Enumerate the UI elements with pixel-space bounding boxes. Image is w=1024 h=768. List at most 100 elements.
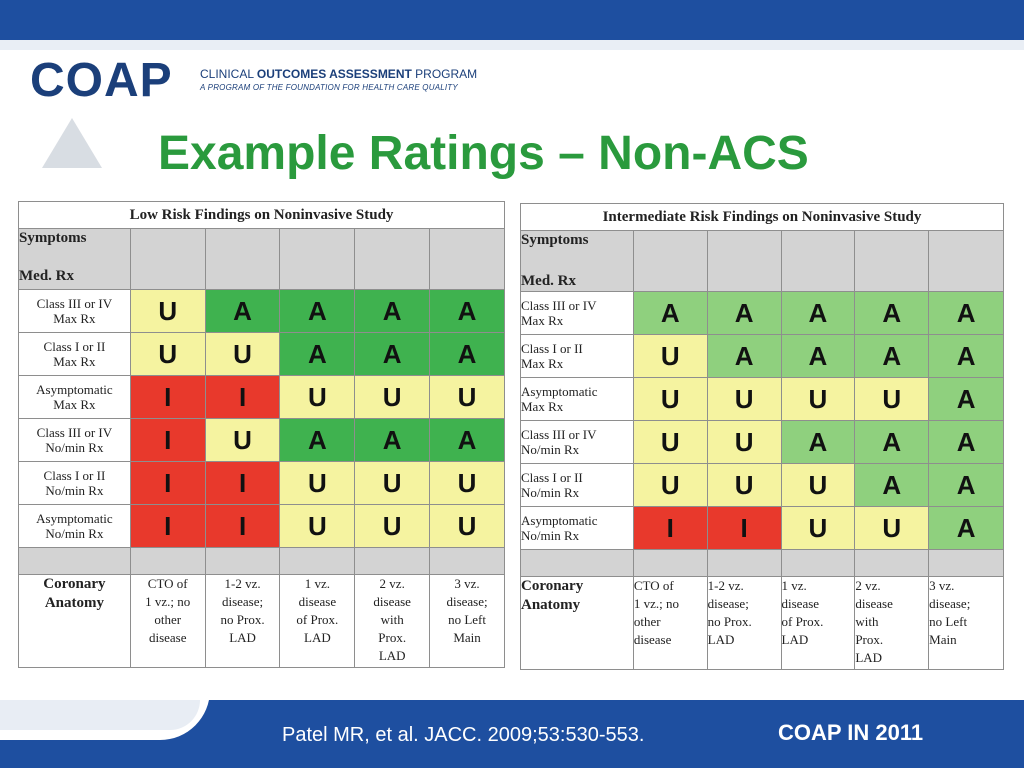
rating-cell: U	[279, 461, 356, 505]
anatomy-cell: CTO of 1 vz.; no other disease	[129, 574, 206, 668]
table-row: Class III or IV No/min Rx U U A A A	[520, 420, 1004, 464]
rating-cell: A	[928, 463, 1004, 507]
spacer-cell	[354, 547, 431, 575]
row-label-line: Class III or IV	[36, 296, 113, 311]
anatomy-line: with	[380, 612, 404, 627]
row-label-line: Class III or IV	[521, 298, 597, 313]
anatomy-line: 3 vz.	[454, 576, 480, 591]
header-blank-cell	[354, 228, 431, 290]
symptoms-medrx-header: Symptoms Med. Rx	[520, 230, 634, 292]
symptoms-label: Symptoms	[19, 230, 87, 246]
rating-cell: U	[780, 377, 856, 421]
rating-cell: A	[928, 334, 1004, 378]
anatomy-line: Prox.	[855, 632, 884, 647]
rating-cell: U	[354, 375, 431, 419]
rating-cell: A	[928, 377, 1004, 421]
anatomy-line: disease	[298, 594, 337, 609]
rating-cell: A	[928, 506, 1004, 550]
rating-cell: A	[706, 291, 782, 335]
anatomy-line: Prox.	[378, 630, 407, 645]
rating-cell: U	[706, 420, 782, 464]
anatomy-line: 1 vz.	[304, 576, 331, 591]
anatomy-line: 2 vz.	[855, 578, 881, 593]
rating-cell: A	[354, 332, 431, 376]
footer-curve-highlight	[0, 700, 200, 730]
header-blank-cell	[279, 228, 356, 290]
anatomy-line: disease	[781, 596, 820, 611]
anatomy-line: 2 vz.	[379, 576, 405, 591]
row-label: Class III or IV Max Rx	[18, 289, 131, 333]
rating-cell: A	[354, 289, 431, 333]
anatomy-cell: 2 vz. disease with Prox. LAD	[354, 574, 431, 668]
header-blank-cell	[429, 228, 505, 290]
rating-cell: U	[706, 377, 782, 421]
row-label: Class I or II No/min Rx	[18, 461, 131, 505]
row-label-line: Max Rx	[521, 313, 564, 328]
anatomy-cell: 3 vz. disease; no Left Main	[928, 576, 1004, 670]
header-blank-cell	[706, 230, 782, 292]
anatomy-line: disease;	[929, 596, 971, 611]
rating-cell: U	[204, 418, 281, 462]
anatomy-line: disease	[373, 594, 411, 609]
anatomy-line: disease	[633, 632, 672, 647]
table-heading: Low Risk Findings on Noninvasive Study	[18, 201, 505, 229]
rating-cell: I	[204, 461, 281, 505]
rating-cell: A	[780, 334, 856, 378]
table-row: Class III or IV Max Rx A A A A A	[520, 291, 1004, 335]
anatomy-line: disease;	[707, 596, 749, 611]
rating-cell: A	[854, 291, 930, 335]
table-heading-row: Low Risk Findings on Noninvasive Study	[18, 201, 505, 229]
row-label: Class III or IV Max Rx	[520, 291, 634, 335]
rating-cell: U	[854, 377, 930, 421]
anatomy-line: LAD	[229, 630, 256, 645]
rating-cell: U	[129, 289, 206, 333]
anatomy-line: no Left	[929, 614, 968, 629]
row-label: Asymptomatic Max Rx	[520, 377, 634, 421]
row-label-line: Max Rx	[53, 311, 96, 326]
rating-cell: I	[204, 504, 281, 548]
rating-cell: U	[279, 375, 356, 419]
rating-cell: U	[632, 377, 708, 421]
rating-cell: A	[279, 289, 356, 333]
row-label: Class I or II Max Rx	[18, 332, 131, 376]
table-row: Asymptomatic Max Rx I I U U U	[18, 375, 505, 419]
rating-cell: U	[354, 461, 431, 505]
table-row: Class I or II No/min Rx U U U A A	[520, 463, 1004, 507]
anatomy-line: disease;	[446, 594, 488, 609]
anatomy-label-line: Anatomy	[44, 595, 104, 611]
row-label: Asymptomatic Max Rx	[18, 375, 131, 419]
rating-cell: A	[780, 420, 856, 464]
anatomy-row: Coronary Anatomy CTO of 1 vz.; no other disea…	[18, 574, 505, 668]
header-blank-cell	[129, 228, 206, 290]
table-heading-row: Intermediate Risk Findings on Noninvasiv…	[520, 203, 1004, 231]
row-label-line: No/min Rx	[45, 483, 104, 498]
symptoms-medrx-header: Symptoms Med. Rx	[18, 228, 131, 290]
slide-title: Example Ratings – Non-ACS	[158, 127, 809, 180]
spacer-cell	[632, 549, 708, 577]
rating-cell: A	[706, 334, 782, 378]
row-label-line: Max Rx	[521, 356, 564, 371]
decorative-triangle-icon	[42, 118, 102, 168]
spacer-cell	[520, 549, 634, 577]
row-label-line: Asymptomatic	[521, 384, 598, 399]
row-label: Class I or II Max Rx	[520, 334, 634, 378]
rating-cell: I	[129, 375, 206, 419]
rating-cell: A	[354, 418, 431, 462]
table-row: Asymptomatic No/min Rx I I U U A	[520, 506, 1004, 550]
rating-cell: U	[429, 504, 505, 548]
row-label-line: Class III or IV	[36, 425, 113, 440]
row-label-line: Class I or II	[43, 468, 106, 483]
rating-cell: A	[854, 334, 930, 378]
anatomy-line: with	[855, 614, 879, 629]
row-label-line: Class I or II	[43, 339, 106, 354]
medrx-label: Med. Rx	[521, 273, 576, 289]
row-label-line: No/min Rx	[45, 440, 104, 455]
anatomy-line: Main	[453, 630, 481, 645]
anatomy-line: disease	[855, 596, 893, 611]
anatomy-cell: 1 vz. disease of Prox. LAD	[780, 576, 856, 670]
row-label: Asymptomatic No/min Rx	[18, 504, 131, 548]
rating-cell: U	[354, 504, 431, 548]
anatomy-line: of Prox.	[781, 614, 824, 629]
rating-cell: U	[279, 504, 356, 548]
rating-cell: U	[129, 332, 206, 376]
